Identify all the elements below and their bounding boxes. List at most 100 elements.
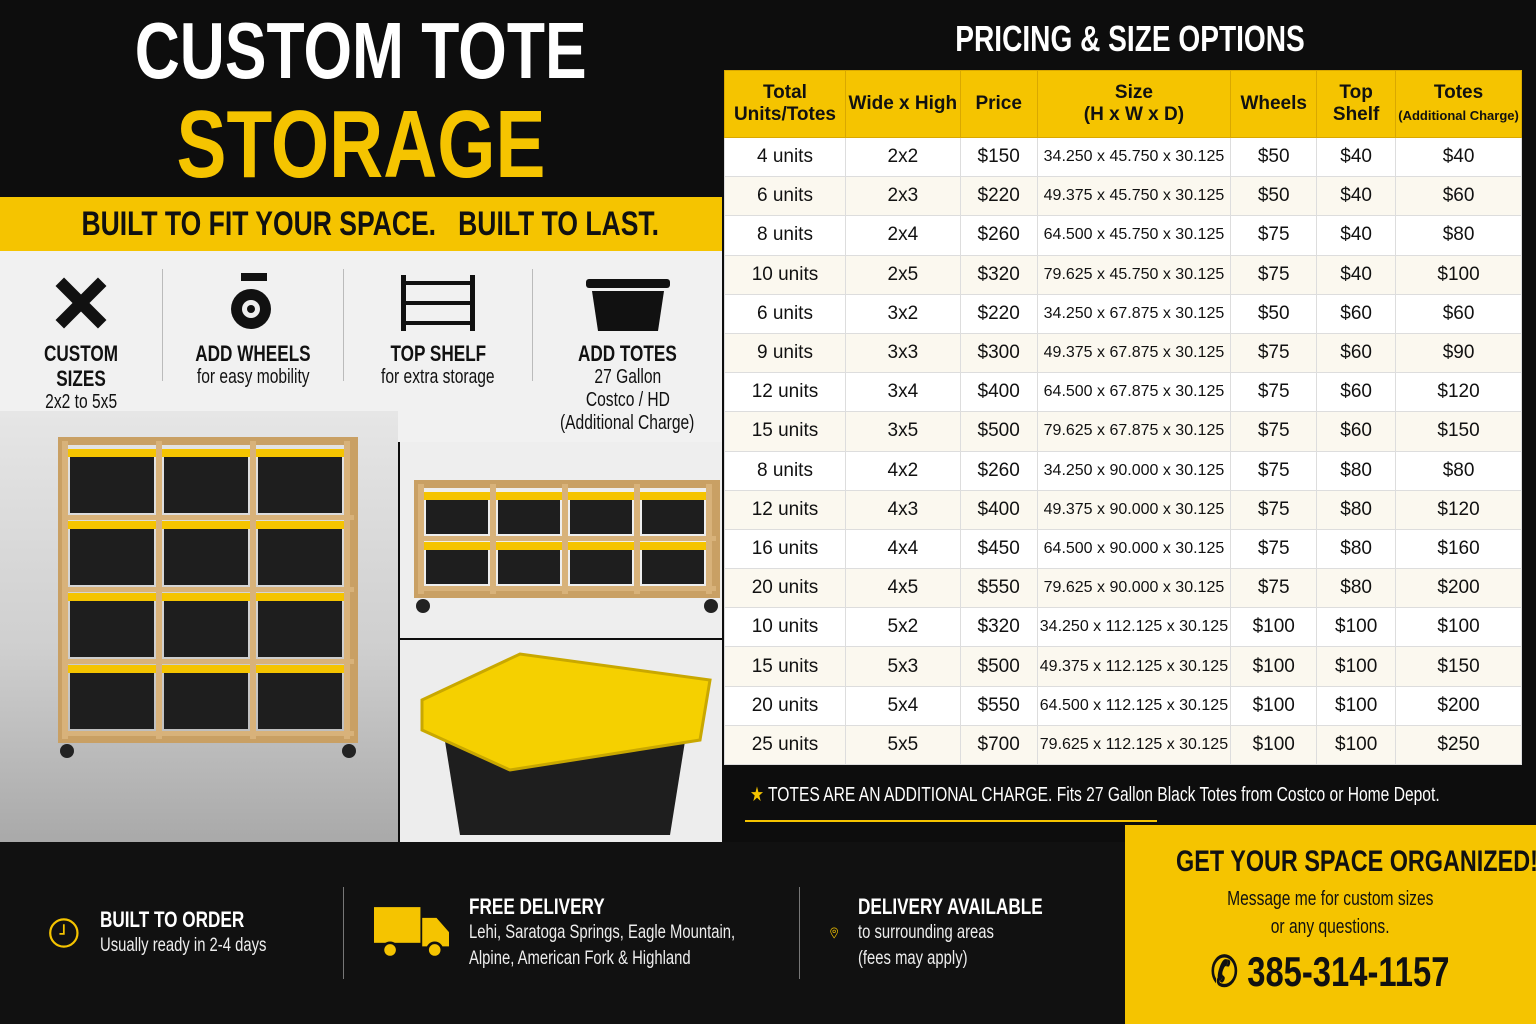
table-cell: $320 — [959, 254, 1038, 295]
table-cell: $220 — [959, 293, 1038, 334]
ruler-pencil-icon — [0, 269, 162, 331]
pricing-title: PRICING & SIZE OPTIONS — [955, 18, 1305, 59]
photo-tote — [400, 640, 722, 842]
table-cell: 79.625 x 90.000 x 30.125 — [1036, 568, 1232, 609]
feature-custom-sizes: CUSTOM SIZES 2x2 to 5x5 — [0, 269, 163, 413]
table-row: 16 units 4x4 $450 64.500 x 90.000 x 30.125 $… — [724, 528, 1522, 570]
table-cell: $220 — [959, 176, 1038, 217]
table-cell: $100 — [1230, 607, 1318, 648]
table-cell: $75 — [1230, 489, 1318, 530]
delivery-available: DELIVERY AVAILABLE to surrounding areas … — [800, 887, 1125, 979]
table-row: 6 units 2x3 $220 49.375 x 45.750 x 30.125 $5… — [724, 176, 1522, 217]
table-cell: $80 — [1395, 450, 1522, 491]
table-cell: 79.625 x 45.750 x 30.125 — [1036, 254, 1232, 295]
table-cell: 4x3 — [844, 489, 961, 530]
table-cell: 8 units — [724, 215, 846, 256]
table-cell: $100 — [1395, 607, 1522, 648]
table-cell: $100 — [1395, 254, 1522, 295]
table-cell: 49.375 x 67.875 x 30.125 — [1036, 332, 1232, 374]
table-cell: $75 — [1230, 411, 1318, 452]
table-cell: $40 — [1395, 136, 1522, 178]
table-row: 9 units 3x3 $300 49.375 x 67.875 x 30.125 $7… — [724, 332, 1522, 374]
table-cell: $75 — [1230, 372, 1318, 413]
phone-number[interactable]: ✆ 385-314-1157 — [1211, 948, 1450, 995]
table-cell: $50 — [1230, 293, 1318, 334]
table-cell: 64.500 x 67.875 x 30.125 — [1036, 372, 1232, 413]
table-cell: $80 — [1316, 450, 1397, 491]
column-header: Totes (Additional Charge) — [1395, 70, 1522, 138]
table-cell: $320 — [959, 607, 1038, 648]
table-cell: 5x2 — [844, 607, 961, 648]
table-cell: $75 — [1230, 528, 1318, 570]
table-cell: 49.375 x 45.750 x 30.125 — [1036, 176, 1232, 217]
column-header: Wheels — [1230, 70, 1318, 138]
table-cell: $90 — [1395, 332, 1522, 374]
caster-wheel-icon — [163, 269, 343, 331]
table-cell: $200 — [1395, 568, 1522, 609]
table-cell: 6 units — [724, 293, 846, 334]
table-cell: $40 — [1316, 176, 1397, 217]
table-cell: 5x4 — [844, 685, 961, 726]
table-cell: 5x3 — [844, 646, 961, 687]
table-cell: 3x2 — [844, 293, 961, 334]
table-cell: $150 — [959, 136, 1038, 178]
table-row: 12 units 3x4 $400 64.500 x 67.875 x 30.125 $… — [724, 372, 1522, 413]
table-cell: $100 — [1316, 724, 1397, 766]
table-row: 10 units 5x2 $320 34.250 x 112.125 x 30.125… — [724, 607, 1522, 648]
table-cell: $450 — [959, 528, 1038, 570]
column-header: Top Shelf — [1316, 70, 1397, 138]
built-to-order: BUILT TO ORDER Usually ready in 2-4 days — [0, 887, 344, 979]
free-delivery: FREE DELIVERY Lehi, Saratoga Springs, Ea… — [344, 887, 800, 979]
table-cell: $75 — [1230, 332, 1318, 374]
shelf-icon — [344, 269, 532, 331]
table-cell: $75 — [1230, 254, 1318, 295]
table-cell: 4x4 — [844, 528, 961, 570]
table-cell: 6 units — [724, 176, 846, 217]
table-cell: $400 — [959, 372, 1038, 413]
table-cell: 12 units — [724, 372, 846, 413]
table-cell: $550 — [959, 685, 1038, 726]
table-row: 15 units 5x3 $500 49.375 x 112.125 x 30.125… — [724, 646, 1522, 687]
table-cell: 34.250 x 45.750 x 30.125 — [1036, 136, 1232, 178]
clock-icon — [49, 918, 79, 948]
bottom-info-bar: BUILT TO ORDER Usually ready in 2-4 days … — [0, 842, 1125, 1024]
tagline: BUILT TO FIT YOUR SPACE. BUILT TO LAST. — [0, 197, 722, 251]
table-cell: $40 — [1316, 254, 1397, 295]
table-cell: $60 — [1395, 293, 1522, 334]
table-cell: $250 — [1395, 724, 1522, 766]
table-cell: 2x4 — [844, 215, 961, 256]
table-cell: 5x5 — [844, 724, 961, 766]
table-cell: $120 — [1395, 372, 1522, 413]
features-background-extension — [398, 411, 722, 442]
table-cell: 8 units — [724, 450, 846, 491]
table-cell: 79.625 x 112.125 x 30.125 — [1036, 724, 1232, 766]
table-cell: 3x4 — [844, 372, 961, 413]
table-cell: $150 — [1395, 411, 1522, 452]
column-header: Price — [959, 70, 1038, 138]
table-cell: $550 — [959, 568, 1038, 609]
table-cell: 4 units — [724, 136, 846, 178]
photo-tall-shelf — [0, 411, 398, 842]
table-cell: $260 — [959, 450, 1038, 491]
table-cell: 16 units — [724, 528, 846, 570]
phone-icon: ✆ — [1211, 948, 1239, 995]
table-cell: 49.375 x 90.000 x 30.125 — [1036, 489, 1232, 530]
table-row: 20 units 5x4 $550 64.500 x 112.125 x 30.125… — [724, 685, 1522, 726]
table-cell: $60 — [1395, 176, 1522, 217]
table-cell: 79.625 x 67.875 x 30.125 — [1036, 411, 1232, 452]
table-cell: $100 — [1316, 646, 1397, 687]
table-row: 25 units 5x5 $700 79.625 x 112.125 x 30.125… — [724, 724, 1522, 766]
table-cell: 3x3 — [844, 332, 961, 374]
table-cell: $60 — [1316, 372, 1397, 413]
star-icon: ★ — [750, 784, 764, 806]
table-cell: $75 — [1230, 568, 1318, 609]
feature-add-totes: ADD TOTES 27 Gallon Costco / HD (Additio… — [533, 269, 722, 434]
photo-low-shelf-on-wheels — [400, 442, 722, 638]
table-cell: 15 units — [724, 411, 846, 452]
table-cell: $100 — [1230, 685, 1318, 726]
column-header: Total Units/Totes — [724, 70, 846, 138]
call-to-action: GET YOUR SPACE ORGANIZED! Message me for… — [1125, 825, 1536, 1024]
table-row: 15 units 3x5 $500 79.625 x 67.875 x 30.125 $… — [724, 411, 1522, 452]
table-cell: 10 units — [724, 254, 846, 295]
table-cell: $100 — [1230, 724, 1318, 766]
